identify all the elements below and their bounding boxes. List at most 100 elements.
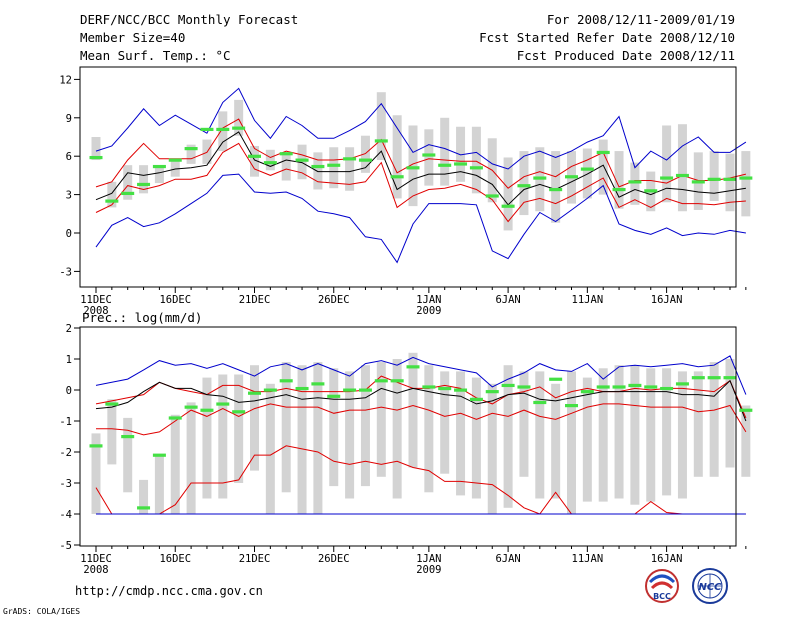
prec-box-27 (519, 371, 529, 477)
prec-box-5 (170, 414, 180, 514)
temp-box-16 (345, 147, 355, 191)
temp-median-11 (263, 161, 277, 165)
bcc-logo-swoosh-blue (648, 574, 676, 584)
temperature-panel-frame (79, 66, 737, 288)
temp-box-19 (392, 115, 402, 199)
temp-median-24 (469, 166, 483, 170)
temp-median-28 (533, 176, 547, 180)
temp-ytick-label-6: 6 (66, 151, 72, 163)
prec-box-31 (582, 377, 592, 502)
temp-box-37 (677, 124, 687, 212)
temp-box-20 (408, 125, 418, 207)
prec-median-18 (374, 379, 388, 383)
temp-xtick-label-6JAN: 6JAN (495, 294, 520, 306)
temp-ytick-label-12: 12 (59, 74, 72, 86)
temp-median-41 (739, 176, 753, 180)
temp-median-4 (152, 164, 166, 169)
temp-median-37 (675, 173, 689, 178)
prec-median-30 (565, 404, 578, 408)
prec-median-29 (549, 377, 563, 381)
prec-box-21 (424, 365, 434, 493)
temperature-panel: -3 0 3 6 9 12 11DEC 16DEC 21DEC 26DEC 1JAN 6JAN 11JA… (59, 66, 753, 317)
prec-box-1 (107, 399, 117, 465)
temp-box-27 (519, 151, 529, 216)
prec-box-14 (313, 362, 323, 514)
temp-median-26 (501, 204, 515, 208)
prec-median-7 (200, 408, 214, 412)
prec-median-34 (628, 383, 642, 388)
prec-box-13 (297, 365, 307, 514)
temp-median-9 (232, 126, 246, 130)
prec-box-6 (186, 402, 196, 514)
temp-series-max (95, 87, 747, 170)
prec-median-2 (121, 435, 135, 439)
prec-median-27 (517, 385, 531, 389)
figure-title: DERF/NCC/BCC Monthly Forecast (80, 12, 298, 27)
temp-median-36 (660, 176, 674, 180)
prec-xtick-label-21DEC: 21DEC (239, 553, 271, 565)
prec-box-32 (598, 368, 608, 502)
temp-xtick-label-11DEC: 11DEC (80, 294, 112, 306)
prec-median-6 (184, 405, 198, 409)
temp-median-23 (454, 162, 468, 166)
temp-median-25 (485, 194, 499, 198)
temp-box-13 (297, 144, 307, 180)
prec-box-35 (646, 368, 656, 502)
prec-median-19 (390, 379, 404, 383)
temp-median-39 (707, 177, 721, 181)
prec-median-28 (533, 400, 547, 405)
prec-xtick-label-26DEC: 26DEC (318, 553, 350, 565)
prec-xtick-label-11JAN: 11JAN (572, 553, 604, 565)
prec-median-11 (263, 388, 277, 392)
temp-box-11 (265, 149, 275, 171)
prec-median-21 (422, 385, 436, 389)
prec-box-10 (250, 365, 259, 471)
temp-box-8 (218, 111, 228, 152)
temp-box-6 (186, 144, 196, 164)
temp-median-15 (327, 163, 341, 167)
temp-box-17 (360, 135, 370, 173)
temp-box-39 (709, 151, 719, 201)
prec-box-18 (376, 362, 386, 477)
prec-median-0 (89, 444, 103, 448)
prec-box-28 (535, 371, 545, 499)
prec-series-minus_std (96, 403, 747, 436)
prec-ytick-label--4: -4 (59, 509, 72, 521)
temp-box-18 (376, 92, 386, 161)
temp-series-min (95, 173, 746, 264)
prec-median-17 (358, 388, 372, 392)
prec-median-4 (152, 453, 166, 457)
prec-xtick-label-6JAN: 6JAN (495, 553, 520, 565)
temp-median-17 (358, 158, 372, 162)
temp-box-0 (91, 137, 101, 161)
prec-median-36 (660, 386, 674, 391)
temp-year-label-2008: 2008 (83, 305, 108, 317)
temp-xtick-label-11JAN: 11JAN (572, 294, 604, 306)
prec-box-9 (234, 374, 244, 483)
fcst-produced-label: Fcst Produced Date 2008/12/11 (517, 48, 735, 63)
prec-year-label-2008: 2008 (83, 564, 108, 576)
temp-median-10 (248, 154, 261, 158)
prec-box-25 (487, 383, 497, 514)
temp-box-2 (123, 165, 133, 200)
prec-median-24 (469, 397, 483, 401)
prec-median-22 (438, 386, 452, 391)
temp-median-32 (596, 150, 610, 155)
prec-median-40 (723, 376, 737, 380)
temp-box-41 (741, 151, 751, 217)
grads-credit: GrADS: COLA/IGES (3, 607, 80, 616)
temp-box-24 (471, 126, 481, 194)
temp-median-33 (612, 187, 626, 192)
temp-median-3 (137, 182, 151, 187)
prec-box-7 (202, 377, 212, 499)
temp-box-23 (456, 126, 466, 182)
temp-median-40 (723, 177, 737, 181)
temp-box-22 (440, 117, 450, 186)
prec-median-37 (675, 382, 689, 386)
temp-box-29 (551, 151, 561, 223)
prec-median-41 (739, 408, 753, 412)
fcst-started-label: Fcst Started Refer Date 2008/12/10 (479, 30, 735, 45)
temp-box-15 (329, 147, 339, 189)
bcc-logo-text: BCC (653, 592, 671, 601)
